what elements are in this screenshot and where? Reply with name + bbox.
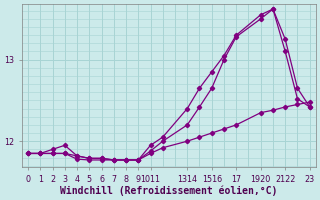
X-axis label: Windchill (Refroidissement éolien,°C): Windchill (Refroidissement éolien,°C) bbox=[60, 185, 277, 196]
